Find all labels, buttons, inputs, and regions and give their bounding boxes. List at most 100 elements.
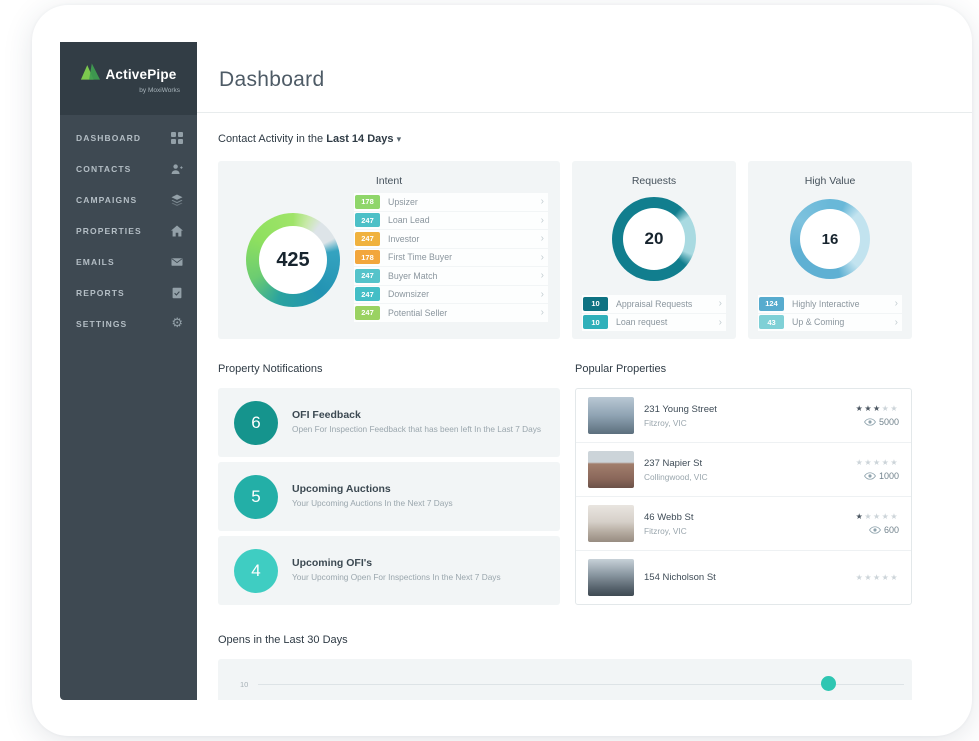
chevron-right-icon: ›	[894, 298, 898, 310]
property-row[interactable]: 154 Nicholson St ★★★★★	[576, 551, 911, 604]
sidebar-item-label: DASHBOARD	[76, 132, 142, 143]
property-name: 237 Napier St	[644, 457, 703, 469]
main-content: Dashboard Contact Activity in the Last 1…	[197, 42, 972, 700]
legend-item[interactable]: 178 Upsizer ›	[354, 193, 548, 211]
sidebar-item-settings[interactable]: SETTINGS ⚙	[60, 308, 197, 339]
property-thumbnail	[588, 451, 634, 488]
property-meta: ★★★★★ 1000	[856, 458, 899, 481]
legend-label: Up & Coming	[792, 317, 845, 328]
views-count: 1000	[856, 471, 899, 481]
chevron-right-icon: ›	[540, 288, 544, 300]
star-icon: ★	[890, 458, 899, 467]
star-icon: ★	[872, 404, 882, 413]
legend-item[interactable]: 10 Appraisal Requests ›	[582, 295, 726, 313]
intent-total: 425	[276, 248, 310, 271]
star-icon: ★	[864, 404, 873, 413]
legend-item[interactable]: 124 Highly Interactive ›	[758, 295, 902, 313]
sidebar-item-properties[interactable]: PROPERTIES	[60, 215, 197, 246]
intent-card-title: Intent	[375, 175, 403, 187]
notification-description: Open For Inspection Feedback that has be…	[292, 424, 542, 435]
chevron-right-icon: ›	[540, 307, 544, 319]
requests-legend: 10 Appraisal Requests › 10 Loan request ›	[582, 295, 726, 331]
reports-icon	[171, 287, 183, 299]
property-location: Fitzroy, VIC	[644, 417, 687, 428]
legend-item[interactable]: 247 Buyer Match ›	[354, 267, 548, 285]
star-icon: ★	[890, 573, 899, 582]
notification-card[interactable]: 4 Upcoming OFI's Your Upcoming Open For In…	[218, 536, 560, 605]
high-value-card: High Value 16 124 Highly Interactive › 43 Up…	[748, 161, 912, 339]
legend-item[interactable]: 247 Loan Lead ›	[354, 211, 548, 229]
sidebar-item-campaigns[interactable]: CAMPAIGNS	[60, 184, 197, 215]
section-title-opens: Opens in the Last 30 Days	[218, 634, 348, 646]
legend-item[interactable]: 43 Up & Coming ›	[758, 313, 902, 331]
count-badge: 247	[355, 305, 380, 320]
sidebar-item-label: REPORTS	[76, 287, 125, 298]
star-icon: ★	[864, 573, 873, 582]
notification-text: Upcoming Auctions Your Upcoming Auctions …	[292, 483, 453, 510]
sidebar-item-contacts[interactable]: CONTACTS	[60, 153, 197, 184]
legend-label: Investor	[388, 233, 420, 244]
notification-description: Your Upcoming Open For Inspections In th…	[292, 572, 501, 583]
notification-card[interactable]: 6 OFI Feedback Open For Inspection Feedbac…	[218, 388, 560, 457]
logo[interactable]: ActivePipe by MoxiWorks	[60, 42, 197, 115]
legend-label: Upsizer	[388, 196, 418, 207]
chevron-right-icon: ›	[718, 316, 722, 328]
legend-item[interactable]: 178 First Time Buyer ›	[354, 248, 548, 266]
property-row[interactable]: 237 Napier St Collingwood, VIC ★★★★★ 1000	[576, 443, 911, 497]
intent-card: Intent 425 178 Upsizer › 247 Loan Lead › 247 In…	[218, 161, 560, 339]
page-header: Dashboard	[197, 42, 972, 113]
popular-properties-card: 231 Young Street Fitzroy, VIC ★★★★★ 5000 237…	[575, 388, 912, 605]
intent-donut-chart: 425	[246, 213, 340, 308]
count-badge: 43	[759, 315, 784, 330]
star-icon: ★	[890, 512, 899, 521]
chevron-right-icon: ›	[540, 214, 544, 226]
contacts-icon	[171, 163, 183, 175]
filter-label: Contact Activity in the	[218, 133, 324, 145]
star-icon: ★	[855, 573, 865, 582]
sidebar-item-label: SETTINGS	[76, 318, 128, 329]
star-icon: ★	[881, 512, 891, 521]
count-badge: 247	[355, 268, 380, 283]
views-count: 5000	[856, 417, 899, 427]
chevron-right-icon: ›	[540, 270, 544, 282]
notification-description: Your Upcoming Auctions In the Next 7 Day…	[292, 498, 453, 509]
requests-total: 20	[644, 229, 664, 248]
property-name: 46 Webb St	[644, 511, 694, 523]
chevron-right-icon: ›	[540, 251, 544, 263]
sidebar-item-label: PROPERTIES	[76, 225, 142, 236]
high-value-card-title: High Value	[804, 175, 856, 187]
chevron-down-icon: ▾	[396, 134, 402, 144]
star-icon: ★	[881, 573, 891, 582]
brand-subtitle: by MoxiWorks	[139, 87, 180, 94]
app-body: ActivePipe by MoxiWorks DASHBOARD CONTACT…	[60, 42, 972, 700]
notification-card[interactable]: 5 Upcoming Auctions Your Upcoming Auctions…	[218, 462, 560, 531]
count-badge: 10	[583, 315, 608, 330]
property-name: 231 Young Street	[644, 403, 717, 415]
star-rating: ★★★★★	[856, 404, 899, 413]
chevron-right-icon: ›	[894, 316, 898, 328]
count-badge: 178	[355, 250, 380, 265]
star-rating: ★★★★★	[856, 458, 899, 467]
notification-count-badge: 4	[234, 548, 278, 593]
contact-activity-filter: Contact Activity in the Last 14 Days ▾	[218, 133, 912, 145]
emails-envelope-icon	[171, 256, 183, 268]
star-icon: ★	[881, 458, 891, 467]
legend-item[interactable]: 247 Investor ›	[354, 230, 548, 248]
date-range-dropdown[interactable]: Last 14 Days ▾	[326, 133, 402, 145]
property-row[interactable]: 46 Webb St Fitzroy, VIC ★★★★★ 600	[576, 497, 911, 551]
activepipe-logo-icon	[80, 63, 101, 85]
legend-item[interactable]: 247 Potential Seller ›	[354, 304, 548, 322]
legend-item[interactable]: 247 Downsizer ›	[354, 285, 548, 303]
chart-data-point	[821, 676, 836, 691]
sidebar-item-emails[interactable]: EMAILS	[60, 246, 197, 277]
sidebar-item-reports[interactable]: REPORTS	[60, 277, 197, 308]
property-row[interactable]: 231 Young Street Fitzroy, VIC ★★★★★ 5000	[576, 389, 911, 443]
sidebar-item-dashboard[interactable]: DASHBOARD	[60, 122, 197, 153]
notification-text: OFI Feedback Open For Inspection Feedback…	[292, 409, 541, 436]
notification-count-badge: 5	[234, 474, 278, 519]
notification-list: 6 OFI Feedback Open For Inspection Feedbac…	[218, 388, 560, 605]
high-value-legend: 124 Highly Interactive › 43 Up & Coming ›	[758, 295, 902, 331]
star-icon: ★	[890, 404, 899, 413]
campaigns-layers-icon	[171, 194, 183, 206]
legend-item[interactable]: 10 Loan request ›	[582, 313, 726, 331]
